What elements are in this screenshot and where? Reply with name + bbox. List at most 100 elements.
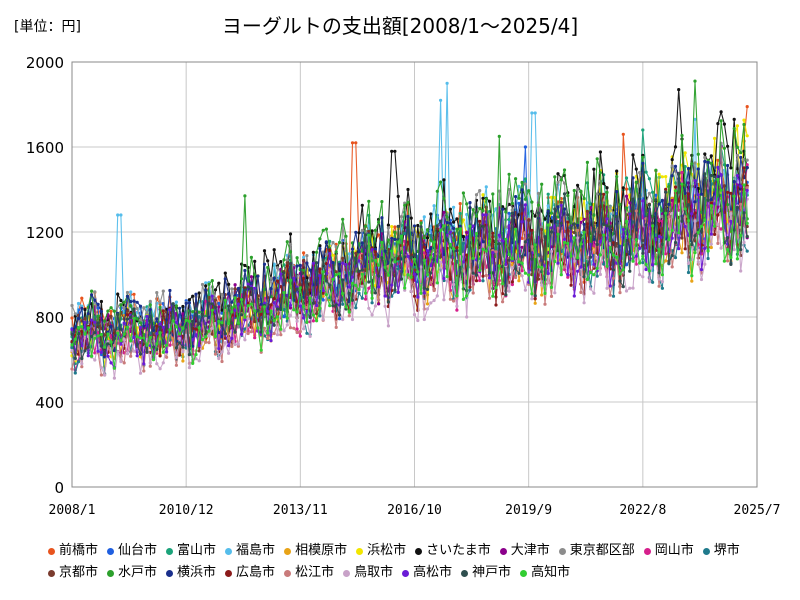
series-point	[739, 202, 743, 206]
series-point	[553, 259, 557, 264]
plot-area	[71, 61, 758, 488]
series-point	[520, 188, 524, 192]
series-point	[243, 315, 247, 319]
series-point	[138, 318, 143, 322]
series-point	[315, 261, 319, 265]
series-point	[112, 343, 116, 347]
series-point	[670, 236, 674, 240]
series-point	[631, 153, 635, 157]
series-point	[334, 273, 338, 277]
series-point	[628, 269, 632, 273]
series-point	[530, 228, 534, 232]
series-point	[269, 320, 273, 324]
series-point	[259, 348, 263, 352]
series-point	[161, 309, 165, 313]
series-point	[419, 221, 423, 225]
series-point	[122, 300, 126, 304]
legend-entry: 富山市	[166, 540, 216, 562]
line-chart: 0 400 800 1200 1600 2000 2008/1 2010/12 2013/11 2…	[26, 54, 781, 518]
series-point	[129, 339, 133, 343]
series-point	[657, 202, 661, 206]
series-point	[458, 261, 462, 265]
series-point	[716, 177, 720, 182]
series-point	[122, 321, 126, 325]
series-point	[109, 325, 113, 329]
series-point	[380, 240, 384, 244]
series-point	[422, 215, 426, 219]
series-point	[455, 217, 459, 221]
series-point	[90, 318, 94, 322]
series-point	[452, 299, 456, 303]
series-point	[487, 212, 492, 216]
series-point	[507, 224, 511, 228]
series-point	[262, 326, 267, 330]
series-point	[729, 212, 733, 216]
series-point	[739, 184, 743, 188]
series-point	[452, 239, 456, 243]
series-point	[478, 226, 482, 230]
series-point	[471, 271, 475, 275]
series-point	[367, 280, 371, 284]
series-point	[217, 301, 221, 305]
series-point	[350, 247, 355, 251]
series-point	[288, 242, 293, 246]
series-point	[621, 227, 625, 232]
series-point	[520, 274, 524, 278]
series-point	[364, 297, 368, 301]
series-point	[726, 203, 730, 207]
series-point	[174, 363, 178, 367]
series-point	[549, 195, 554, 199]
legend-label: 高松市	[413, 565, 453, 580]
series-point	[350, 281, 355, 285]
series-point	[377, 263, 381, 267]
series-point	[262, 262, 267, 266]
series-point	[272, 323, 276, 327]
legend-label: 鳥取市	[354, 565, 394, 580]
series-point	[324, 252, 328, 256]
series-point	[204, 335, 208, 339]
series-point	[716, 158, 720, 162]
series-point	[621, 186, 625, 190]
series-point	[145, 350, 149, 354]
series-point	[409, 216, 413, 220]
series-point	[220, 359, 224, 364]
series-point	[187, 319, 191, 323]
series-point	[442, 210, 446, 214]
series-point	[106, 354, 110, 358]
series-point	[579, 290, 583, 294]
series-point	[305, 331, 309, 335]
series-point	[474, 193, 479, 197]
series-point	[556, 226, 560, 230]
series-point	[465, 294, 469, 298]
series-point	[328, 268, 332, 272]
series-point	[722, 184, 727, 188]
legend-marker	[166, 547, 174, 555]
series-point	[504, 262, 508, 266]
series-point	[686, 192, 691, 196]
series-point	[452, 226, 456, 230]
series-point	[422, 258, 426, 262]
legend-marker	[284, 569, 292, 577]
series-point	[210, 308, 214, 312]
series-point	[302, 304, 306, 309]
series-point	[337, 313, 342, 317]
series-point	[370, 248, 374, 252]
series-point	[693, 179, 697, 183]
series-point	[396, 267, 400, 271]
series-point	[556, 220, 560, 224]
series-point	[324, 293, 328, 297]
series-point	[341, 278, 345, 282]
series-point	[161, 350, 165, 354]
series-point	[641, 251, 645, 255]
series-point	[719, 110, 723, 114]
series-point	[651, 190, 655, 194]
chart-title: ヨーグルトの支出額[2008/1～2025/4]	[221, 14, 579, 38]
series-point	[628, 212, 632, 216]
series-point	[103, 373, 107, 377]
series-point	[497, 134, 501, 138]
series-point	[546, 281, 550, 285]
series-point	[465, 202, 469, 206]
series-point	[693, 234, 697, 238]
series-point	[380, 200, 384, 204]
series-point	[709, 204, 713, 208]
